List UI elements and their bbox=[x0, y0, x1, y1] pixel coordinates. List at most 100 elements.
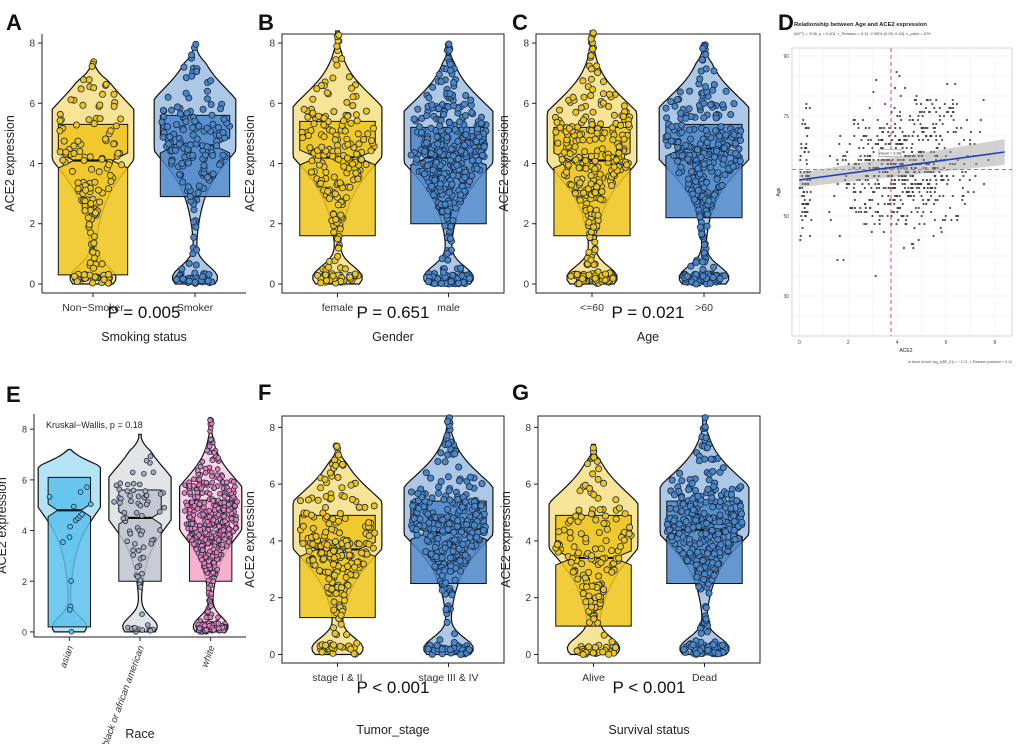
data-point bbox=[462, 131, 470, 139]
data-point bbox=[205, 577, 212, 584]
data-point bbox=[829, 218, 832, 222]
data-point bbox=[577, 513, 585, 521]
data-point bbox=[598, 134, 606, 142]
data-point bbox=[74, 185, 82, 193]
data-point bbox=[581, 574, 589, 582]
data-point bbox=[925, 98, 928, 102]
data-point bbox=[338, 584, 346, 592]
data-point bbox=[917, 186, 921, 190]
data-point bbox=[465, 274, 473, 282]
data-point bbox=[232, 525, 239, 532]
data-point bbox=[905, 154, 908, 158]
data-point bbox=[576, 487, 584, 495]
data-point bbox=[911, 150, 914, 154]
data-point bbox=[693, 573, 701, 581]
data-point bbox=[861, 118, 865, 122]
data-point bbox=[854, 190, 857, 194]
data-point bbox=[889, 142, 892, 146]
data-point bbox=[882, 130, 885, 134]
data-point bbox=[598, 145, 606, 153]
data-point bbox=[944, 214, 947, 218]
data-point bbox=[340, 117, 348, 125]
data-point bbox=[886, 214, 889, 218]
data-point bbox=[323, 89, 331, 97]
data-point bbox=[454, 495, 462, 503]
data-point bbox=[685, 486, 693, 494]
panel-letter-b: B bbox=[258, 10, 274, 35]
data-point bbox=[96, 101, 104, 109]
data-point bbox=[431, 280, 439, 288]
data-point bbox=[215, 505, 222, 512]
data-point bbox=[215, 537, 222, 543]
data-point bbox=[453, 161, 461, 169]
data-point bbox=[432, 553, 440, 561]
data-point bbox=[902, 166, 905, 170]
data-point bbox=[436, 636, 444, 644]
data-point bbox=[896, 114, 899, 118]
data-point bbox=[203, 87, 211, 95]
data-point bbox=[859, 206, 862, 210]
data-point bbox=[587, 35, 595, 43]
data-point bbox=[684, 175, 692, 183]
data-point bbox=[962, 174, 965, 178]
data-point bbox=[215, 512, 222, 518]
data-point bbox=[199, 547, 206, 553]
data-point bbox=[615, 149, 623, 157]
data-point bbox=[692, 516, 700, 524]
data-point bbox=[80, 156, 88, 164]
data-point bbox=[702, 604, 710, 612]
data-point bbox=[330, 108, 338, 116]
data-point bbox=[625, 530, 633, 538]
data-point bbox=[933, 218, 936, 222]
data-point bbox=[605, 103, 613, 111]
data-point bbox=[413, 155, 421, 163]
data-point bbox=[897, 218, 900, 222]
data-point bbox=[912, 246, 915, 250]
y-tick-label: 0 bbox=[269, 650, 275, 661]
data-point bbox=[838, 234, 841, 238]
data-point bbox=[577, 530, 585, 538]
data-point bbox=[178, 265, 186, 273]
data-point bbox=[802, 194, 805, 198]
data-point bbox=[911, 186, 914, 190]
data-point bbox=[157, 491, 164, 497]
data-point bbox=[209, 152, 217, 160]
data-point bbox=[906, 214, 909, 218]
data-point bbox=[701, 414, 709, 422]
data-point bbox=[727, 111, 735, 119]
data-point bbox=[904, 178, 907, 182]
data-point bbox=[332, 461, 340, 469]
data-point bbox=[865, 134, 868, 138]
data-point bbox=[665, 526, 673, 534]
data-point bbox=[808, 198, 812, 202]
data-point bbox=[799, 154, 802, 158]
data-point bbox=[573, 647, 581, 655]
data-point bbox=[736, 157, 744, 165]
data-point bbox=[932, 150, 936, 154]
data-point bbox=[342, 573, 350, 581]
data-point bbox=[934, 154, 937, 158]
data-point bbox=[856, 178, 859, 182]
data-point bbox=[912, 130, 915, 134]
data-point bbox=[908, 118, 911, 122]
data-point bbox=[186, 192, 194, 200]
data-point bbox=[216, 105, 224, 113]
data-point bbox=[853, 182, 856, 186]
data-point bbox=[472, 138, 480, 146]
data-point bbox=[341, 127, 349, 135]
data-point bbox=[932, 122, 935, 126]
data-point bbox=[709, 468, 717, 476]
data-point bbox=[956, 158, 959, 162]
data-point bbox=[705, 476, 713, 484]
data-point bbox=[925, 202, 928, 206]
data-point bbox=[95, 186, 103, 194]
data-point bbox=[310, 120, 318, 128]
data-point bbox=[954, 130, 957, 134]
data-point bbox=[899, 198, 902, 202]
data-point bbox=[916, 134, 919, 138]
data-point bbox=[803, 198, 806, 202]
data-point bbox=[692, 177, 700, 185]
data-point bbox=[209, 479, 216, 486]
data-point bbox=[711, 127, 719, 135]
data-point bbox=[204, 173, 212, 181]
